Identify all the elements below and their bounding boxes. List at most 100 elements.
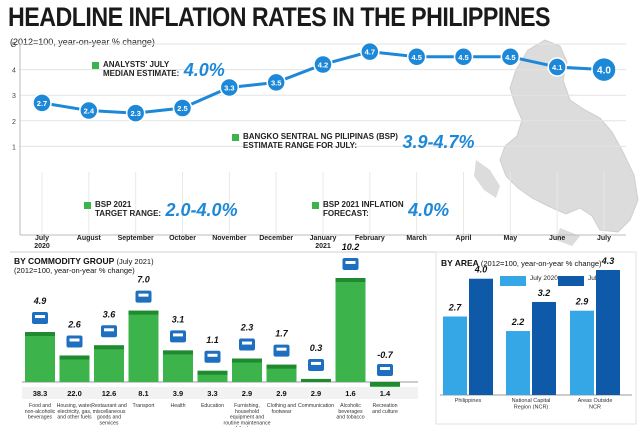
area-bar (596, 270, 620, 395)
area-category-label: National Capital (512, 398, 551, 404)
green-square-icon (312, 202, 319, 209)
bsp-range-label-line1: BANGKO SENTRAL NG PILIPINAS (BSP) (243, 132, 398, 141)
analysts-label-line1: ANALYSTS' JULY (103, 60, 170, 69)
commodity-category-label: Food and (29, 403, 51, 409)
commodity-category-label: Restaurant and (91, 403, 127, 409)
philippines-map-island-icon (474, 160, 500, 198)
green-square-icon (232, 134, 239, 141)
commodity-category-label: beverages (338, 409, 363, 415)
food-icon (32, 312, 48, 325)
commodity-category-label: equipment and (230, 415, 264, 421)
commodity-title-note: (July 2021) (116, 257, 154, 266)
health-icon (170, 330, 186, 343)
data-point-label: 4.7 (365, 48, 375, 57)
area-value-label: 2.2 (511, 317, 525, 327)
data-point (500, 47, 521, 67)
commodity-weight-label: 22.0 (67, 389, 82, 398)
education-icon (204, 350, 221, 363)
house-icon (66, 335, 83, 348)
commodity-category-label: Clothing and (267, 403, 296, 409)
clothing-icon (273, 344, 290, 357)
area-subtitle: (2012=100, year-on-year % change) (480, 259, 602, 268)
commodity-category-label: footwear (272, 409, 292, 415)
x-tick-label: 2020 (34, 243, 50, 250)
green-square-icon (92, 62, 99, 69)
commodity-category-label: Alcoholic (340, 403, 361, 409)
commodity-category-label: routine maintenance (223, 420, 270, 426)
commodity-category-label: non-alcoholic (25, 409, 56, 415)
commodity-category-label: Transport (132, 403, 155, 409)
commodity-category-label: and culture (372, 409, 398, 415)
commodity-bar (197, 370, 228, 382)
bsp-estimate-range: BANGKO SENTRAL NG PILIPINAS (BSP) ESTIMAT… (232, 132, 474, 153)
area-category-label: Areas Outside (578, 398, 613, 404)
area-value-label: 2.7 (448, 303, 463, 313)
data-point-label: 4.5 (505, 53, 515, 62)
commodity-bar (59, 355, 90, 382)
x-tick-label: January (310, 235, 337, 242)
commodity-weight-label: 2.9 (311, 389, 321, 398)
commodity-category-label: Recreation (372, 403, 397, 409)
bsp-forecast: BSP 2021 INFLATION FORECAST: 4.0% (312, 200, 449, 221)
y-tick-label: 3 (12, 93, 16, 100)
data-point-label: 4.2 (318, 60, 328, 69)
area-category-label: NCR (589, 405, 601, 411)
commodity-bar (232, 358, 262, 382)
furniture-icon (239, 338, 255, 351)
commodity-weight-label: 3.3 (207, 389, 217, 398)
x-tick-label: November (212, 235, 247, 242)
commodity-bar-top (128, 310, 159, 315)
phone-icon-detail (311, 361, 321, 365)
area-category-label: Region (NCR) (514, 405, 549, 411)
commodity-category-label: and other fuels (57, 415, 92, 421)
commodity-value-label: 10.2 (342, 242, 360, 252)
area-value-label: 4.0 (474, 265, 488, 275)
area-title-text: BY AREA (441, 258, 479, 268)
analysts-label-line2: MEDIAN ESTIMATE: (103, 69, 180, 78)
commodity-weight-label: 38.3 (33, 389, 48, 398)
commodity-bar-top (59, 355, 90, 360)
commodity-category-label: Housing, water, (57, 403, 93, 409)
data-point (547, 57, 567, 77)
commodity-bar-top (335, 278, 366, 282)
data-point-label: 2.3 (130, 109, 140, 118)
philippines-map-island-icon (556, 228, 580, 246)
restaurant-icon (101, 325, 117, 338)
commodity-subtitle: (2012=100, year-on-year % change) (14, 266, 135, 275)
commodity-category-label: goods and (97, 415, 121, 421)
commodity-category-label: Health (171, 403, 186, 409)
area-bar (506, 331, 530, 395)
commodity-value-label: -0.7 (377, 350, 394, 360)
area-category-label: Philippines (455, 398, 482, 404)
x-tick-label: September (118, 235, 154, 242)
target-label-line1: BSP 2021 (95, 200, 132, 209)
commodity-category-label: Education (201, 403, 224, 409)
target-label-line2: TARGET RANGE: (95, 209, 162, 218)
commodity-bar (266, 364, 297, 382)
x-tick-label: March (406, 235, 427, 242)
commodity-category-label: household (235, 409, 259, 415)
data-point (406, 47, 427, 67)
data-point (313, 54, 333, 75)
commodity-bar-top (163, 350, 193, 355)
commodity-value-label: 3.6 (103, 309, 117, 319)
bsp-range-label-line2: ESTIMATE RANGE FOR JULY: (243, 141, 358, 150)
commodity-value-label: 3.1 (172, 314, 185, 324)
commodity-value-label: 1.1 (206, 335, 219, 345)
commodity-value-label: 1.7 (275, 329, 289, 339)
x-tick-label: July (597, 235, 611, 242)
commodity-bar (163, 350, 193, 382)
commodity-bar (335, 278, 366, 382)
drink-icon-detail (345, 261, 356, 264)
commodity-bar-top (197, 370, 228, 375)
data-point (172, 98, 193, 118)
x-tick-label: April (456, 235, 472, 242)
data-point-label: 3.5 (271, 78, 281, 87)
commodity-category-label: and tobacco (336, 415, 364, 421)
data-point-label: 2.7 (37, 99, 47, 108)
area-section-title: BY AREA (2012=100, year-on-year % change… (441, 258, 602, 268)
commodity-bar-top (370, 382, 400, 386)
area-value-label: 4.3 (601, 256, 615, 266)
commodity-bar-top (301, 378, 331, 382)
